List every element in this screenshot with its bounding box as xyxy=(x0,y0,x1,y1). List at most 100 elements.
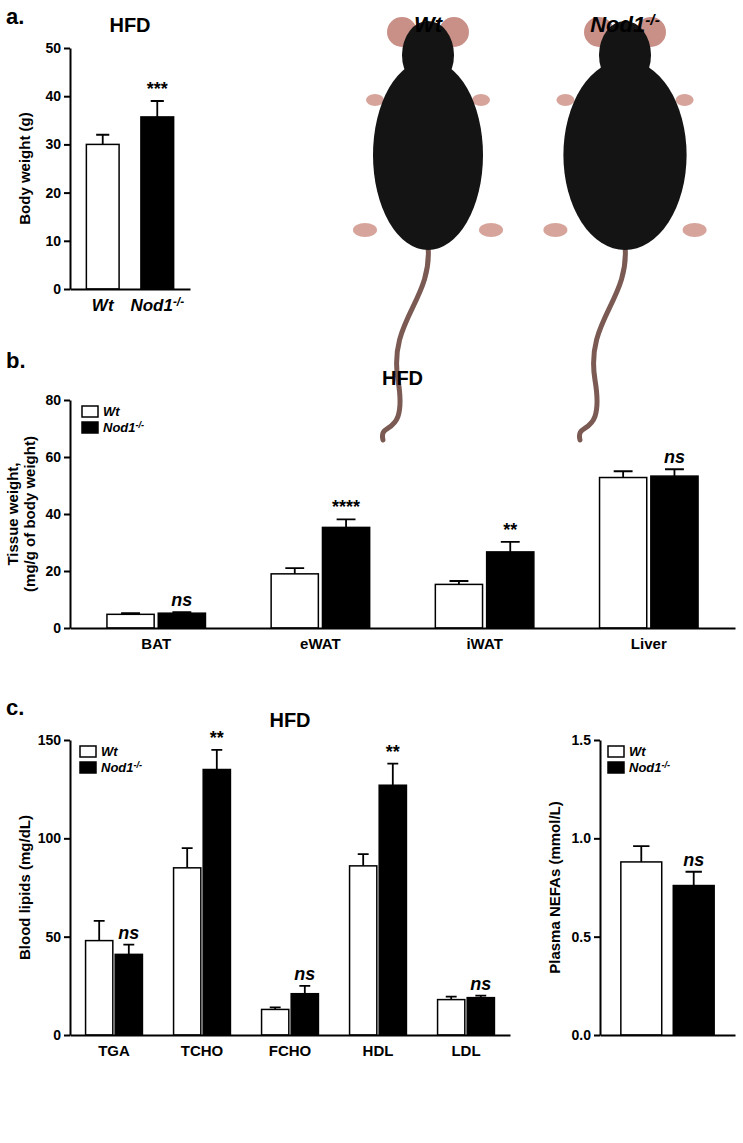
chart-title: HFD xyxy=(269,709,310,731)
y-tick-mark xyxy=(594,936,600,938)
text-part: Nod1 xyxy=(629,760,662,775)
significance-label: ns xyxy=(118,923,139,943)
legend-swatch xyxy=(80,746,96,757)
mouse-illustration xyxy=(543,17,706,440)
chart-panel: 01020304050WtNod1-/-Body weight (g)HFDa.… xyxy=(6,4,191,315)
legend-entry: Nod1-/- xyxy=(608,760,670,775)
x-axis-line xyxy=(71,628,736,630)
x-tick: Liver xyxy=(631,628,667,652)
y-tick-label: 1.5 xyxy=(572,732,592,748)
error-bar xyxy=(211,750,222,770)
error-bar xyxy=(475,996,486,998)
superscript: -/- xyxy=(134,760,143,770)
y-tick: 40 xyxy=(45,506,70,522)
error-bar xyxy=(633,846,649,862)
bar xyxy=(438,1000,465,1035)
chart-title: HFD xyxy=(382,367,423,389)
legend-swatch xyxy=(608,746,624,757)
bar xyxy=(271,574,318,628)
error-bar xyxy=(123,945,134,955)
y-tick-mark xyxy=(64,144,70,146)
y-tick-mark xyxy=(594,1035,600,1037)
y-tick-mark xyxy=(64,514,70,516)
y-tick: 1.0 xyxy=(572,830,600,846)
y-tick-mark xyxy=(64,192,70,194)
significance-label: ns xyxy=(664,447,685,467)
y-tick: 50 xyxy=(45,929,70,945)
error-bar xyxy=(121,613,140,614)
error-bar xyxy=(337,519,356,527)
y-label-group: Plasma NEFAs (mmol/L) xyxy=(546,801,563,974)
y-tick: 40 xyxy=(45,88,70,104)
y-tick-mark xyxy=(64,457,70,459)
x-tick-label: BAT xyxy=(141,635,171,652)
significance-label: **** xyxy=(332,497,360,517)
x-tick: LDL xyxy=(451,1035,480,1059)
y-tick: 0 xyxy=(53,1027,70,1043)
significance-label: ** xyxy=(386,742,400,762)
legend-entry: Nod1-/- xyxy=(80,760,142,775)
x-tick-label: Wt xyxy=(92,296,115,315)
y-axis: 0.0 0.5 1.0 1.5 xyxy=(572,732,601,1043)
y-tick-mark xyxy=(64,96,70,98)
legend-entry: Wt xyxy=(82,404,120,419)
y-axis: 01020304050 xyxy=(45,40,70,297)
significance-label: ** xyxy=(503,520,517,540)
bar xyxy=(487,552,534,628)
y-tick-label: 0 xyxy=(53,281,61,297)
legend-label: Wt xyxy=(103,404,120,419)
y-tick: 1.5 xyxy=(572,732,600,748)
y-tick-label: 20 xyxy=(45,185,61,201)
y-tick: 0 xyxy=(53,620,70,636)
legend-entry: Wt xyxy=(608,744,646,759)
x-axis: BATeWATiWATLiver xyxy=(71,628,736,652)
y-tick: 0.5 xyxy=(572,929,600,945)
x-axis-line xyxy=(601,1035,736,1037)
legend-label: Nod1-/- xyxy=(103,420,144,435)
bar xyxy=(322,527,369,628)
error-bar xyxy=(665,469,684,476)
x-tick: FCHO xyxy=(269,1035,312,1059)
x-tick-label: FCHO xyxy=(269,1042,312,1059)
chart-panel: 050100150TGATCHOFCHOHDLLDLBlood lipids (… xyxy=(6,695,511,1059)
legend-swatch xyxy=(82,406,98,417)
bar xyxy=(174,868,201,1035)
bar xyxy=(673,886,714,1035)
error-bar xyxy=(151,101,164,117)
bar xyxy=(621,862,662,1035)
y-tick-label: 40 xyxy=(45,506,61,522)
y-tick-mark xyxy=(64,838,70,840)
legend-swatch xyxy=(82,422,98,433)
chart-panel: 0.0 0.5 1.0 1.5 Plasma NEFAs (mmol/L) WtNod1-… xyxy=(546,732,736,1043)
y-tick-label: 50 xyxy=(45,929,61,945)
y-tick-mark xyxy=(594,838,600,840)
bar xyxy=(435,584,482,628)
y-tick-label: 40 xyxy=(45,88,61,104)
error-bar xyxy=(501,542,520,552)
bar xyxy=(262,1009,289,1035)
y-axis-title: Blood lipids (mg/dL) xyxy=(16,815,33,960)
mouse-foot xyxy=(353,223,377,237)
error-bar xyxy=(299,986,310,994)
y-tick-label: 0 xyxy=(53,620,61,636)
y-label-group: Body weight (g) xyxy=(16,112,33,225)
mouse-foot xyxy=(543,223,567,237)
y-axis-line xyxy=(70,49,72,290)
bar xyxy=(350,866,377,1035)
error-bar xyxy=(686,872,702,886)
legend: WtNod1-/- xyxy=(80,744,142,775)
legend-swatch xyxy=(80,762,96,773)
error-bar xyxy=(270,1007,281,1009)
x-tick: TGA xyxy=(98,1035,130,1059)
y-tick: 50 xyxy=(45,40,70,56)
y-axis-line xyxy=(600,741,602,1036)
significance-label: ns xyxy=(470,974,491,994)
x-tick: HDL xyxy=(363,1035,394,1059)
y-tick-label: 0.0 xyxy=(572,1027,592,1043)
x-tick-label: eWAT xyxy=(300,635,341,652)
figure: 01020304050WtNod1-/-Body weight (g)HFDa.… xyxy=(0,0,743,1143)
y-axis-title: Tissue weight,(mg/g of body weight) xyxy=(4,436,38,592)
x-tick-label: LDL xyxy=(451,1042,480,1059)
y-tick-mark xyxy=(594,740,600,742)
text-part: Nod1 xyxy=(130,296,173,315)
